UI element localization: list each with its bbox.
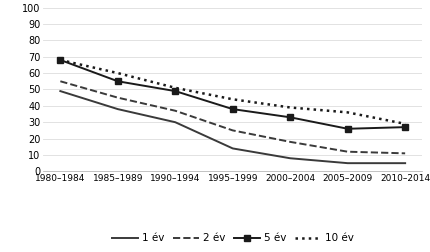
5 év bbox=[230, 108, 235, 111]
Legend: 1 év, 2 év, 5 év, 10 év: 1 év, 2 év, 5 év, 10 év bbox=[108, 229, 357, 247]
Line: 5 év: 5 év bbox=[58, 57, 407, 132]
Line: 2 év: 2 év bbox=[60, 81, 404, 153]
10 év bbox=[287, 106, 292, 109]
Line: 1 év: 1 év bbox=[60, 91, 404, 163]
1 év bbox=[172, 121, 178, 124]
5 év bbox=[58, 58, 63, 61]
10 év bbox=[115, 72, 120, 75]
1 év bbox=[58, 89, 63, 92]
10 év bbox=[230, 98, 235, 101]
5 év bbox=[287, 116, 292, 119]
2 év bbox=[344, 150, 350, 153]
Line: 10 év: 10 év bbox=[60, 60, 404, 124]
5 év bbox=[172, 89, 178, 92]
2 év bbox=[115, 96, 120, 99]
1 év bbox=[402, 162, 407, 165]
10 év bbox=[402, 122, 407, 125]
1 év bbox=[230, 147, 235, 150]
2 év bbox=[172, 109, 178, 112]
1 év bbox=[287, 157, 292, 160]
5 év bbox=[344, 127, 350, 130]
2 év bbox=[402, 152, 407, 155]
10 év bbox=[58, 58, 63, 61]
10 év bbox=[344, 111, 350, 114]
10 év bbox=[172, 86, 178, 89]
5 év bbox=[402, 125, 407, 129]
2 év bbox=[58, 80, 63, 83]
2 év bbox=[230, 129, 235, 132]
1 év bbox=[115, 108, 120, 111]
2 év bbox=[287, 140, 292, 143]
1 év bbox=[344, 162, 350, 165]
5 év bbox=[115, 80, 120, 83]
